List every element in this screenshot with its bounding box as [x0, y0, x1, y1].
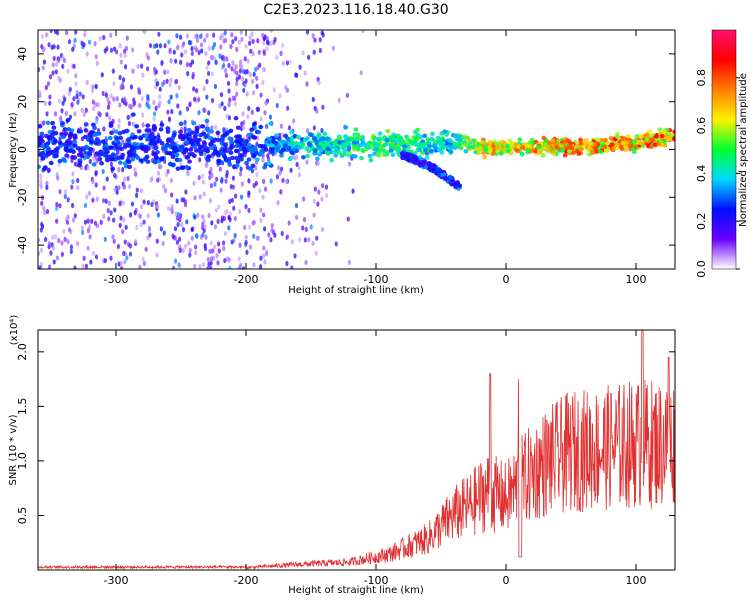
spectrogram-image: [38, 30, 675, 269]
y-tick-label: 1.0: [16, 452, 29, 470]
colorbar: 0.0 0.2 0.4 0.6 0.8 Normalized spectral ampl…: [695, 29, 749, 278]
snr-frame: [37, 329, 676, 571]
x-tick-label: -300: [104, 574, 129, 587]
x-tick-label: -200: [234, 273, 259, 286]
colorbar-tick-label: 0.6: [695, 117, 708, 135]
x-tick-label: -300: [104, 273, 129, 286]
snr-y-axis: 0.5 1.0 1.5 2.0: [16, 343, 675, 524]
spectrogram-y-axis: -40 -20 0 20 40: [16, 47, 675, 254]
snr-series-line: [38, 330, 675, 570]
colorbar-tick-label: 0.0: [695, 260, 708, 278]
figure-title: C2E3.2023.116.18.40.G30: [263, 2, 448, 18]
colorbar-label: Normalized spectral amplitude: [738, 73, 749, 227]
y-tick-label: -20: [16, 188, 29, 206]
colorbar-ticks: 0.0 0.2 0.4 0.6 0.8: [695, 69, 740, 278]
snr-y-scale: (x10⁴): [9, 315, 20, 346]
x-tick-label: 100: [626, 273, 647, 286]
snr-x-axis: -300 -200 -100 0 100: [104, 330, 647, 587]
x-tick-label: -200: [234, 574, 259, 587]
x-tick-label: 0: [503, 273, 510, 286]
y-tick-label: -40: [16, 236, 29, 254]
y-tick-label: 0.5: [16, 507, 29, 525]
x-tick-label: -100: [364, 273, 389, 286]
snr-panel: -300 -200 -100 0 100 0.5 1.0 1.5 2.0 Height of …: [8, 315, 676, 596]
y-tick-label: 1.5: [16, 398, 29, 416]
x-tick-label: -100: [364, 574, 389, 587]
y-tick-label: 20: [16, 95, 29, 109]
x-tick-label: 100: [626, 574, 647, 587]
colorbar-tick-label: 0.2: [695, 212, 708, 230]
y-tick-label: 2.0: [16, 343, 29, 361]
colorbar-gradient: [711, 29, 737, 270]
spectrogram-x-label: Height of straight line (km): [288, 285, 424, 296]
colorbar-tick-label: 0.8: [695, 69, 708, 87]
snr-y-label: SNR (10 * v/v): [8, 414, 19, 485]
spectrogram-x-axis: -300 -200 -100 0 100: [104, 30, 647, 286]
x-tick-label: 0: [503, 574, 510, 587]
y-tick-label: 0: [16, 146, 29, 153]
colorbar-tick-label: 0.4: [695, 165, 708, 183]
y-tick-label: 40: [16, 47, 29, 61]
snr-x-label: Height of straight line (km): [288, 585, 424, 596]
spectrogram-y-label: Frequency (Hz): [8, 112, 19, 188]
